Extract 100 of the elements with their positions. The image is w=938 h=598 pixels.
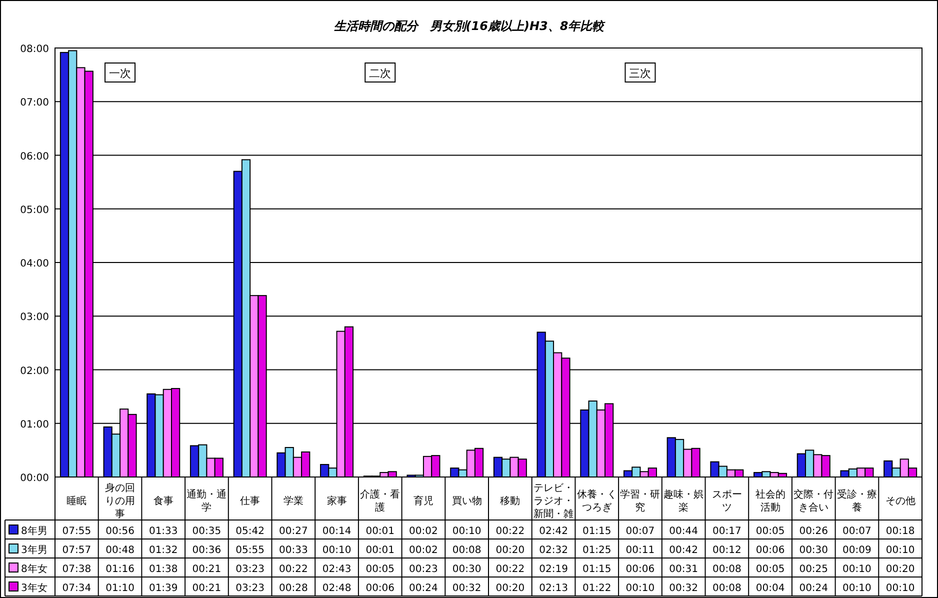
- data-label: 01:22: [582, 583, 612, 594]
- data-label: 00:24: [409, 583, 438, 594]
- data-label: 02:32: [539, 545, 568, 556]
- legend-label: 3年女: [21, 582, 48, 594]
- data-label: 00:05: [366, 564, 395, 575]
- data-label: 00:21: [192, 564, 222, 575]
- data-label: 00:10: [886, 545, 915, 556]
- data-label: 00:28: [279, 583, 308, 594]
- data-label: 00:06: [756, 545, 785, 556]
- data-label: 00:02: [409, 545, 438, 556]
- x-tick-label: 育児: [413, 495, 434, 507]
- x-tick-label: スポーツ: [712, 490, 742, 514]
- x-tick-label: 家事: [326, 495, 347, 507]
- data-label: 01:32: [148, 545, 178, 556]
- annotation: 三次: [629, 67, 652, 80]
- data-label: 00:20: [496, 583, 525, 594]
- data-label: 01:10: [106, 583, 134, 594]
- data-label: 00:08: [712, 564, 742, 575]
- data-label: 00:32: [669, 583, 698, 594]
- data-label: 01:16: [106, 564, 134, 575]
- data-label: 00:01: [366, 545, 395, 556]
- x-tick-label: テレビ・ラジオ・新聞・雑: [534, 483, 574, 520]
- data-label: 02:19: [539, 564, 568, 575]
- data-label: 00:33: [279, 545, 308, 556]
- y-tick-label: 04:00: [20, 258, 49, 270]
- y-tick-label: 01:00: [20, 419, 49, 430]
- data-label: 02:13: [539, 583, 568, 594]
- x-tick-label: 食事: [153, 495, 174, 507]
- data-label: 00:10: [842, 564, 872, 575]
- data-label: 00:10: [452, 526, 482, 537]
- data-label: 07:57: [62, 545, 92, 556]
- x-tick-label: 趣味・娯楽: [664, 488, 704, 514]
- data-label: 00:10: [842, 583, 872, 594]
- y-tick-label: 00:00: [20, 473, 49, 484]
- data-label: 00:08: [452, 545, 482, 556]
- data-label: 01:39: [148, 583, 178, 594]
- x-tick-label: 社会的活動: [755, 488, 786, 514]
- data-label: 01:25: [582, 545, 612, 556]
- data-label: 07:55: [62, 526, 92, 537]
- data-label: 00:09: [842, 545, 872, 556]
- y-tick-label: 06:00: [20, 151, 49, 162]
- x-tick-label: 介護・看護: [360, 488, 400, 514]
- data-label: 00:20: [496, 545, 525, 556]
- data-label: 00:18: [886, 526, 915, 537]
- data-label: 00:06: [366, 583, 395, 594]
- data-label: 00:36: [192, 545, 222, 556]
- data-label: 07:34: [62, 583, 92, 594]
- data-label: 00:26: [799, 526, 828, 537]
- data-label: 03:23: [236, 564, 264, 575]
- x-tick-label: 仕事: [240, 495, 260, 507]
- data-label: 00:25: [799, 564, 828, 575]
- data-label: 00:07: [626, 526, 655, 537]
- data-label: 00:23: [409, 564, 438, 575]
- y-tick-label: 05:00: [20, 204, 49, 216]
- data-label: 00:31: [669, 564, 698, 575]
- data-label: 00:14: [322, 526, 352, 537]
- data-label: 00:27: [279, 526, 308, 537]
- chart-title: 生活時間の配分 男女別(16歳以上)H3、8年比較: [334, 19, 606, 33]
- data-label: 00:48: [106, 545, 134, 556]
- data-label: 00:11: [626, 545, 655, 556]
- data-label: 00:10: [322, 545, 352, 556]
- data-label: 00:44: [669, 526, 698, 537]
- data-label: 00:10: [886, 583, 915, 594]
- data-label: 05:42: [236, 526, 264, 537]
- data-label: 00:22: [496, 526, 525, 537]
- annotation: 一次: [109, 67, 132, 80]
- data-label: 00:04: [756, 583, 785, 594]
- x-tick-label: その他: [885, 495, 916, 507]
- data-label: 00:07: [842, 526, 872, 537]
- data-label: 00:17: [712, 526, 742, 537]
- x-tick-label: 交際・付き合い: [794, 488, 834, 514]
- data-label: 00:35: [192, 526, 222, 537]
- legend-label: 8年男: [21, 525, 48, 537]
- data-label: 00:24: [799, 583, 828, 594]
- data-label: 00:06: [626, 564, 655, 575]
- data-label: 00:32: [452, 583, 482, 594]
- data-label: 00:21: [192, 583, 222, 594]
- data-label: 00:56: [106, 526, 134, 537]
- data-label: 00:08: [712, 583, 742, 594]
- x-tick-label: 買い物: [452, 496, 482, 507]
- data-label: 00:05: [756, 564, 785, 575]
- data-label: 00:01: [366, 526, 395, 537]
- data-label: 00:02: [409, 526, 438, 537]
- x-tick-label: 身の回りの用事: [105, 482, 136, 520]
- data-label: 00:22: [496, 564, 525, 575]
- x-tick-label: 通勤・通学: [186, 488, 227, 514]
- legend-label: 8年女: [21, 563, 48, 575]
- y-tick-label: 02:00: [20, 366, 49, 377]
- legend-label: 3年男: [21, 544, 48, 556]
- y-tick-label: 07:00: [20, 98, 49, 109]
- x-tick-label: 休養・くつろぎ: [576, 488, 617, 514]
- data-label: 03:23: [236, 583, 264, 594]
- annotation: 二次: [369, 67, 392, 80]
- data-label: 00:05: [756, 526, 785, 537]
- y-tick-label: 08:00: [20, 44, 49, 55]
- data-label: 01:15: [582, 564, 612, 575]
- x-tick-label: 学業: [283, 495, 304, 507]
- x-tick-label: 睡眠: [66, 495, 87, 507]
- data-label: 02:48: [322, 583, 352, 594]
- data-label: 01:15: [582, 526, 612, 537]
